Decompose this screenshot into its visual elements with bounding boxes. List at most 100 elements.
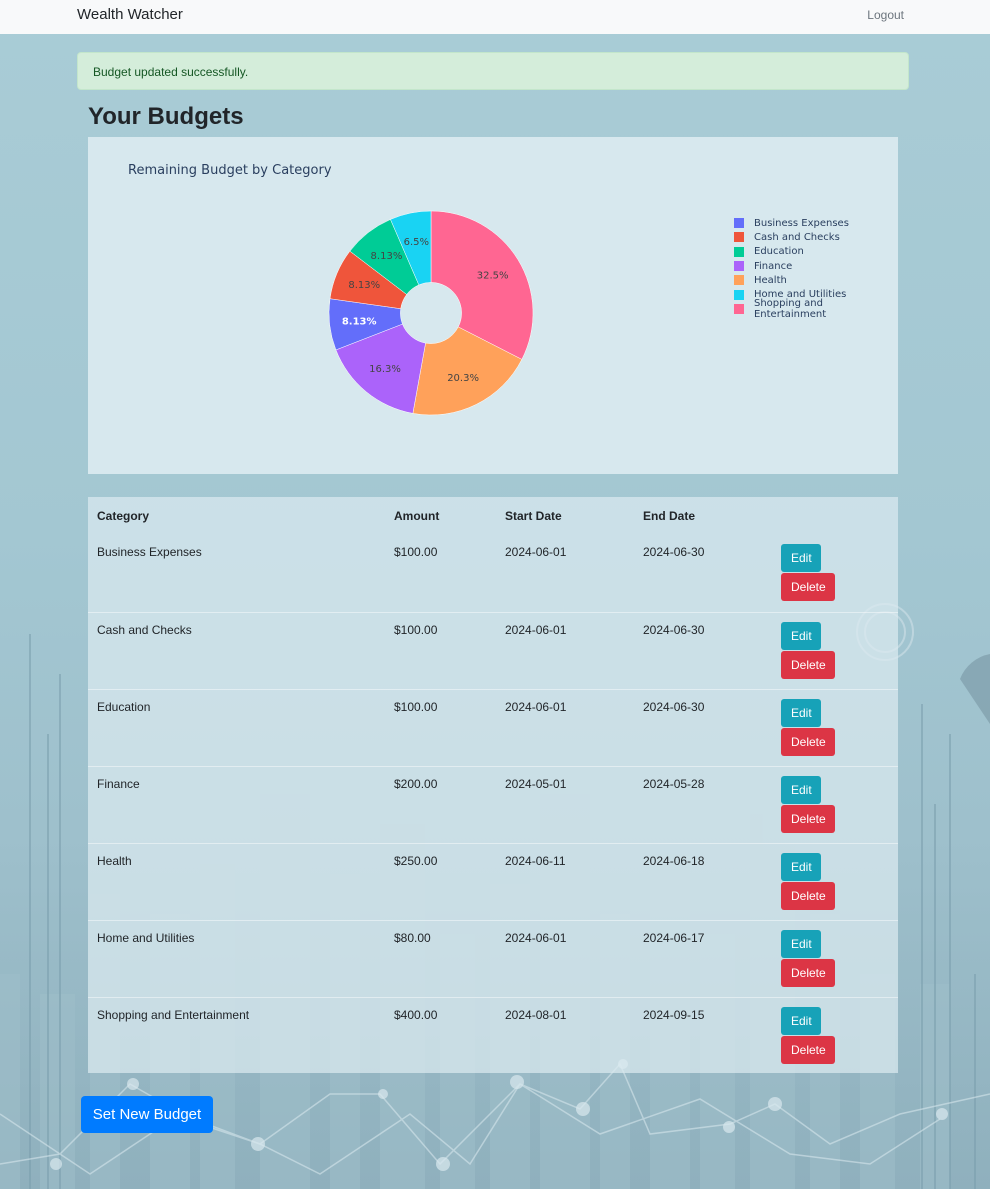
cell-end-date: 2024-06-30	[643, 545, 705, 559]
table-row: Health $250.00 2024-06-11 2024-06-18 Edit Del…	[88, 842, 898, 920]
budget-table-panel: Category Amount Start Date End Date Busi…	[88, 497, 898, 1074]
cell-end-date: 2024-06-18	[634, 842, 772, 920]
edit-button[interactable]: Edit	[781, 852, 821, 881]
edit-button[interactable]: Edit	[781, 1006, 821, 1035]
cell-category: Education	[88, 688, 385, 766]
table-row: Finance $200.00 2024-05-01 2024-05-28 Edit De…	[88, 765, 898, 843]
logout-link[interactable]: Logout	[867, 8, 904, 22]
delete-button[interactable]: Delete	[781, 573, 835, 601]
cell-start-date: 2024-06-01	[496, 688, 634, 766]
edit-button[interactable]: Edit	[781, 698, 821, 727]
pie-chart-plot: 32.5%20.3%16.3%8.13%8.13%8.13%6.5%	[328, 210, 534, 416]
table-row: Education $100.00 2024-06-01 2024-06-30 Edit…	[88, 688, 898, 766]
cell-actions: Edit Delete	[772, 919, 898, 997]
table-row: Shopping and Entertainment $400.00 2024-08…	[88, 996, 898, 1074]
cell-start-date: 2024-06-01	[505, 545, 567, 559]
cell-start-date: 2024-05-01	[496, 765, 634, 843]
cell-category: Health	[88, 842, 385, 920]
legend-swatch	[734, 246, 744, 257]
pie-slice-label: 6.5%	[404, 237, 429, 248]
legend-label: Business Expenses	[754, 217, 849, 229]
legend-swatch	[734, 303, 744, 314]
cell-actions: Edit Delete	[772, 996, 898, 1074]
table-row: Home and Utilities $80.00 2024-06-01 2024-0…	[88, 919, 898, 997]
header-amount: Amount	[394, 509, 440, 523]
header-actions	[772, 497, 898, 535]
legend-label: Finance	[754, 260, 793, 272]
cell-amount: $400.00	[385, 996, 496, 1074]
table-header-row: Category Amount Start Date End Date	[88, 497, 898, 535]
legend-item[interactable]: Business Expenses	[734, 216, 898, 230]
cell-start-date: 2024-08-01	[496, 996, 634, 1074]
pie-slice-label: 16.3%	[369, 364, 401, 375]
header-end-date: End Date	[643, 509, 696, 523]
cell-end-date: 2024-09-15	[634, 996, 772, 1074]
cell-category: Shopping and Entertainment	[88, 996, 385, 1074]
edit-button[interactable]: Edit	[781, 775, 821, 804]
top-navbar: Wealth Watcher Logout	[0, 0, 990, 34]
delete-button[interactable]: Delete	[781, 1035, 835, 1064]
cell-category: Finance	[88, 765, 385, 843]
table-row: Cash and Checks $100.00 2024-06-01 2024-06-…	[88, 611, 898, 689]
legend-swatch	[734, 289, 744, 300]
edit-button[interactable]: Edit	[781, 929, 821, 958]
legend-item[interactable]: Finance	[734, 259, 898, 273]
cell-end-date: 2024-05-28	[634, 765, 772, 843]
legend-label: Health	[754, 274, 787, 286]
pie-slice-label: 8.13%	[348, 280, 380, 291]
cell-actions: Edit Delete	[772, 688, 898, 766]
budget-table: Category Amount Start Date End Date Busi…	[88, 497, 898, 1074]
edit-button[interactable]: Edit	[781, 544, 821, 572]
pie-slice-label: 20.3%	[447, 373, 479, 384]
pie-slice-label: 32.5%	[477, 270, 509, 281]
edit-button[interactable]: Edit	[781, 621, 821, 650]
cell-actions: Edit Delete	[772, 611, 898, 689]
cell-end-date: 2024-06-30	[634, 611, 772, 689]
set-new-budget-button[interactable]: Set New Budget	[81, 1096, 213, 1133]
legend-label: Shopping and Entertainment	[753, 297, 827, 320]
cell-actions: Edit Delete	[772, 535, 898, 612]
cell-amount: $250.00	[385, 842, 496, 920]
cell-category: Business Expenses	[97, 545, 202, 559]
delete-button[interactable]: Delete	[781, 958, 835, 987]
pie-slice[interactable]	[412, 326, 523, 416]
cell-start-date: 2024-06-01	[496, 919, 634, 997]
delete-button[interactable]: Delete	[781, 650, 835, 679]
legend-label: Home and Utilities	[754, 289, 847, 301]
legend-item[interactable]: Shopping and Entertainment	[734, 298, 898, 320]
pie-slice-label: 8.13%	[342, 316, 377, 327]
pie-slice[interactable]	[430, 210, 534, 360]
table-row: Business Expenses $100.00 2024-06-01 2024-0…	[88, 535, 898, 612]
header-start-date: Start Date	[505, 509, 562, 523]
pie-slice[interactable]	[390, 210, 432, 286]
cell-actions: Edit Delete	[772, 842, 898, 920]
cell-amount: $100.00	[385, 611, 496, 689]
legend-item[interactable]: Education	[734, 245, 898, 259]
delete-button[interactable]: Delete	[781, 804, 835, 833]
pie-slice-label: 8.13%	[371, 251, 403, 262]
legend-swatch	[734, 261, 744, 272]
cell-actions: Edit Delete	[772, 765, 898, 843]
legend-item[interactable]: Cash and Checks	[734, 230, 898, 244]
legend-label: Cash and Checks	[754, 231, 840, 243]
cell-category: Cash and Checks	[88, 611, 385, 689]
cell-amount: $100.00	[394, 545, 438, 559]
chart-legend: Business Expenses Cash and Checks Educatio…	[734, 216, 898, 320]
delete-button[interactable]: Delete	[781, 727, 835, 756]
brand-logo[interactable]: Wealth Watcher	[77, 6, 183, 23]
success-alert: Budget updated successfully.	[77, 52, 909, 90]
chart-title: Remaining Budget by Category	[128, 163, 332, 178]
delete-button[interactable]: Delete	[781, 881, 835, 910]
cell-category: Home and Utilities	[88, 919, 385, 997]
pie-slice[interactable]	[335, 323, 426, 414]
table-body: Business Expenses $100.00 2024-06-01 2024-0…	[88, 535, 898, 1074]
legend-label: Education	[754, 246, 804, 258]
cell-end-date: 2024-06-17	[634, 919, 772, 997]
legend-item[interactable]: Health	[734, 273, 898, 287]
header-category: Category	[97, 509, 150, 523]
page-title: Your Budgets	[88, 103, 244, 130]
cell-start-date: 2024-06-01	[496, 611, 634, 689]
cell-start-date: 2024-06-11	[496, 842, 634, 920]
legend-item[interactable]: Home and Utilities	[734, 287, 898, 301]
legend-swatch	[734, 275, 744, 286]
